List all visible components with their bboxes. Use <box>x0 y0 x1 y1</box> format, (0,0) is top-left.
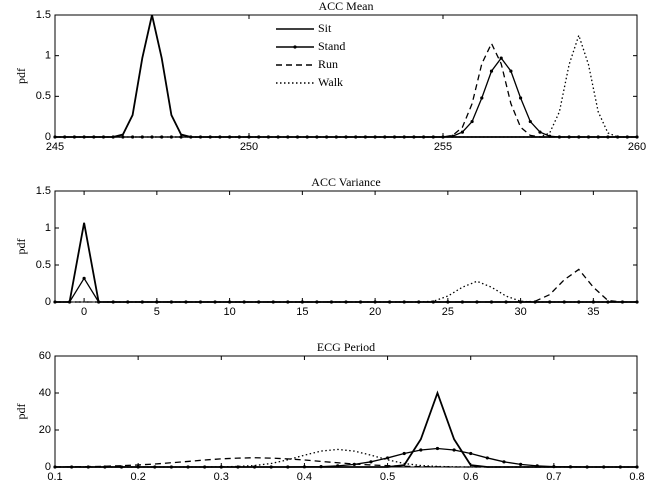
series-line <box>55 222 637 303</box>
y-tick-label: 0 <box>45 461 51 473</box>
point <box>509 69 513 73</box>
y-tick-label: 60 <box>39 350 51 362</box>
x-tick-label: 0.6 <box>463 471 478 483</box>
y-tick-label: 0 <box>45 131 51 143</box>
x-tick-label: 0.3 <box>214 471 229 483</box>
y-tick-label: 20 <box>39 424 51 436</box>
y-axis-label: pdf <box>14 68 28 84</box>
x-tick-label: 0.8 <box>629 471 644 483</box>
x-tick-label: 25 <box>442 306 454 318</box>
y-tick-label: 0.5 <box>36 259 51 271</box>
point <box>402 451 406 456</box>
point <box>82 276 86 280</box>
series-line <box>55 268 637 303</box>
series-line <box>55 14 637 138</box>
x-tick-label: 0.5 <box>380 471 395 483</box>
x-tick-label: 0.2 <box>130 471 145 483</box>
x-tick-label: 250 <box>240 141 258 153</box>
point <box>485 456 489 460</box>
point <box>480 96 484 100</box>
point <box>452 448 456 452</box>
x-tick-label: 20 <box>369 306 381 318</box>
x-tick-label: 10 <box>223 306 235 318</box>
x-tick-label: 0.7 <box>546 471 561 483</box>
legend-label: Stand <box>318 39 345 53</box>
chart-title: ACC Mean <box>319 0 374 13</box>
legend-label: Sit <box>318 21 332 35</box>
series-line <box>55 447 637 468</box>
plot-frame <box>54 14 638 138</box>
x-tick-label: 0.1 <box>47 471 62 483</box>
y-tick-label: 1.5 <box>36 9 51 21</box>
series-line <box>55 57 637 138</box>
point <box>385 456 390 460</box>
x-tick-label: 5 <box>154 306 160 318</box>
y-axis-label: pdf <box>14 239 28 255</box>
y-axis-label: pdf <box>14 404 28 420</box>
x-tick-label: 0 <box>81 306 87 318</box>
y-tick-label: 1.5 <box>36 185 51 197</box>
series-line <box>55 448 637 468</box>
legend-label: Run <box>318 57 338 71</box>
point <box>369 460 373 464</box>
point <box>460 130 464 134</box>
series-line <box>55 33 637 138</box>
x-tick-label: 35 <box>587 306 599 318</box>
series-line <box>55 390 637 468</box>
point <box>519 462 523 467</box>
y-tick-label: 40 <box>39 387 51 399</box>
x-tick-label: 30 <box>514 306 526 318</box>
point <box>538 130 542 134</box>
point <box>435 446 440 451</box>
x-tick-label: 15 <box>296 306 308 318</box>
point <box>469 451 473 456</box>
x-tick-label: 260 <box>628 141 646 153</box>
x-tick-label: 245 <box>46 141 64 153</box>
x-tick-label: 255 <box>434 141 452 153</box>
x-tick-label: 0.4 <box>297 471 312 483</box>
point <box>519 96 523 100</box>
point <box>489 69 494 73</box>
point <box>528 119 532 124</box>
point <box>499 56 503 60</box>
point <box>502 460 506 464</box>
y-tick-label: 0 <box>45 296 51 308</box>
chart-title: ACC Variance <box>311 175 380 189</box>
series-line <box>55 277 637 303</box>
y-tick-label: 0.5 <box>36 90 51 102</box>
point <box>470 119 474 124</box>
plot-frame <box>54 190 638 303</box>
y-tick-label: 1 <box>45 222 51 234</box>
series-line <box>55 280 637 303</box>
legend-marker <box>293 45 297 49</box>
plot-frame <box>54 355 638 468</box>
legend-label: Walk <box>318 75 343 89</box>
chart-title: ECG Period <box>317 340 375 354</box>
point <box>419 448 423 452</box>
y-tick-label: 1 <box>45 50 51 62</box>
